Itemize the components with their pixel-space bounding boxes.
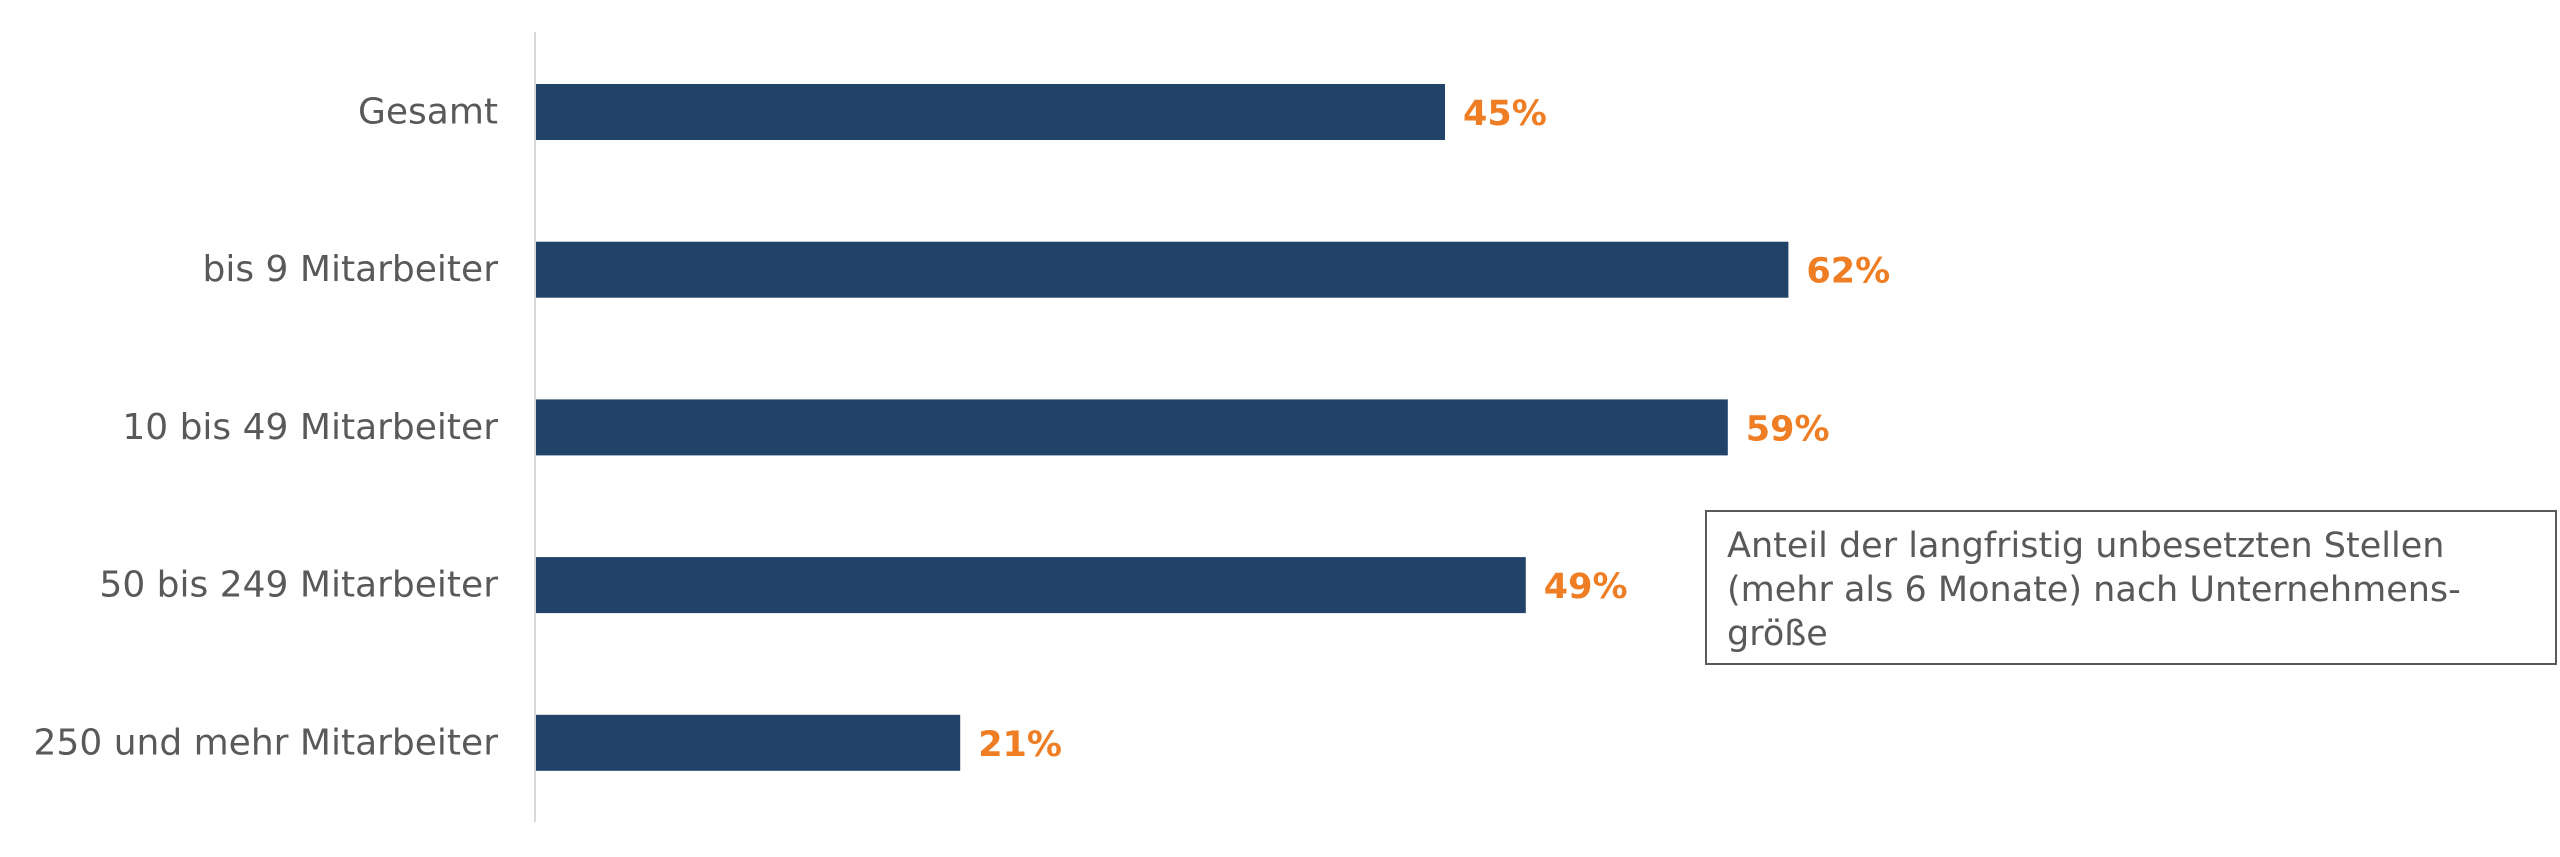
bar xyxy=(536,557,1526,614)
value-label: 21% xyxy=(978,725,1062,765)
value-labels-group: 45% 62% 59% 49% 21% xyxy=(978,94,1890,765)
value-label: 59% xyxy=(1746,409,1830,449)
value-label: 62% xyxy=(1806,252,1890,292)
category-label: bis 9 Mitarbeiter xyxy=(202,249,498,290)
value-label: 45% xyxy=(1463,94,1547,134)
bar xyxy=(536,84,1445,140)
category-label: 50 bis 249 Mitarbeiter xyxy=(99,565,498,606)
bar xyxy=(536,714,961,771)
bar xyxy=(536,241,1789,298)
value-label: 49% xyxy=(1544,567,1628,607)
bar xyxy=(536,399,1728,456)
category-labels-group: Gesamt bis 9 Mitarbeiter 10 bis 49 Mitarbe… xyxy=(34,92,499,764)
legend-text: Anteil der langfristig unbesetzten Stell… xyxy=(1727,526,2461,654)
category-label: 250 und mehr Mitarbeiter xyxy=(34,722,499,763)
category-label: Gesamt xyxy=(358,92,498,133)
bars-group xyxy=(536,84,1789,771)
category-label: 10 bis 49 Mitarbeiter xyxy=(122,407,498,448)
legend-box: Anteil der langfristig unbesetzten Stell… xyxy=(1705,510,2557,665)
